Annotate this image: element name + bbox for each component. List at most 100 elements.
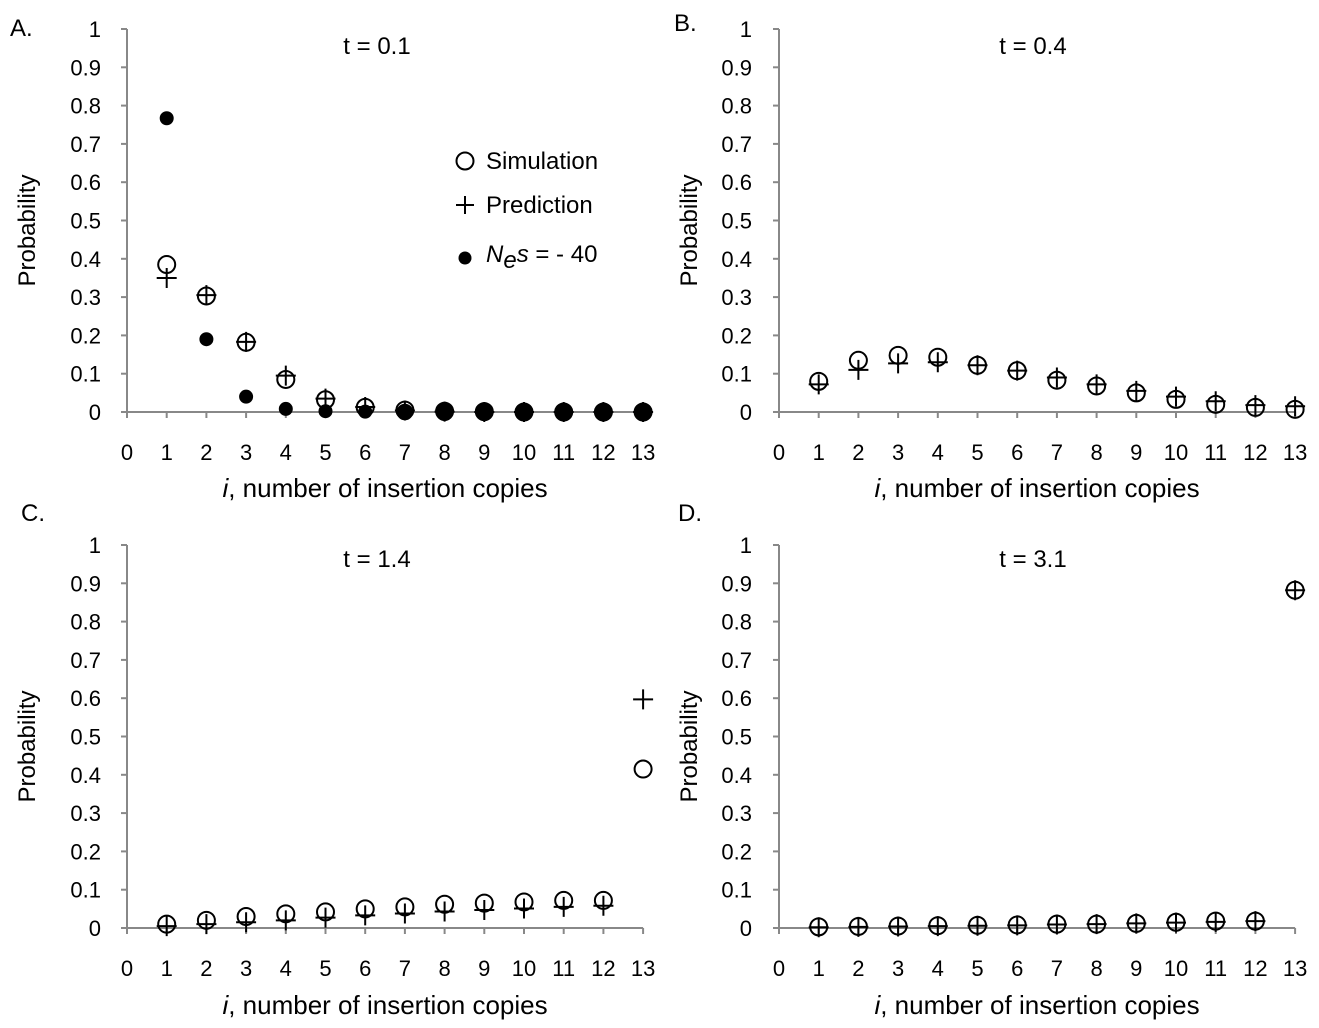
panel-label: A.	[10, 15, 33, 42]
y-tick-label: 0.2	[70, 323, 101, 348]
x-tick-label: 1	[161, 956, 173, 981]
prediction-point	[967, 915, 988, 936]
y-tick-label: 0.5	[70, 725, 101, 750]
prediction-point	[1166, 912, 1186, 933]
x-tick-label: 12	[1243, 956, 1267, 981]
prediction-point	[315, 388, 336, 409]
prediction-point	[553, 402, 574, 422]
y-tick-label: 0.9	[70, 55, 101, 80]
prediction-point	[927, 916, 948, 937]
y-tick-label: 0.7	[721, 132, 752, 157]
x-tick-label: 3	[892, 440, 904, 465]
prediction-point	[1245, 911, 1266, 932]
legend-simulation-label: Simulation	[486, 148, 598, 175]
legend: Simulation Prediction Nes = - 40	[455, 148, 598, 274]
prediction-point	[394, 903, 415, 924]
x-axis-label: i, number of insertion copies	[874, 990, 1199, 1020]
x-tick-label: 4	[280, 440, 292, 465]
series-plus	[808, 352, 1306, 417]
y-tick-label: 0	[89, 400, 101, 425]
prediction-point	[514, 898, 534, 919]
x-tick-label: 11	[1204, 956, 1227, 981]
series-plus	[808, 580, 1306, 938]
y-tick-label: 0	[89, 916, 101, 941]
y-tick-label: 0.2	[721, 323, 752, 348]
x-tick-label: 12	[1243, 440, 1267, 465]
y-tick-label: 0.7	[70, 648, 101, 673]
chart-panel-c: C.t = 1.400.10.20.30.40.50.60.70.80.910 1…	[14, 500, 655, 1020]
x-tick-label: 13	[631, 956, 655, 981]
legend-prediction-label: Prediction	[486, 192, 593, 219]
x-axis-label-rest: , number of insertion copies	[228, 990, 547, 1020]
selection-point	[239, 389, 254, 404]
x-tick-label: 6	[1011, 956, 1023, 981]
prediction-point	[633, 402, 654, 422]
y-tick-label: 0.4	[70, 763, 101, 788]
legend-selection-label: Nes = - 40	[486, 241, 597, 274]
x-tick-label: 7	[399, 440, 411, 465]
selection-point	[159, 111, 174, 126]
y-tick-label: 0.5	[721, 209, 752, 234]
x-axis-label: i, number of insertion copies	[222, 990, 547, 1020]
y-tick-label: 1	[740, 17, 752, 42]
legend-selection-icon	[458, 251, 472, 265]
x-tick-label: 7	[399, 956, 411, 981]
x-tick-label: 3	[240, 956, 252, 981]
y-tick-label: 0.8	[721, 94, 752, 119]
prediction-point	[275, 365, 296, 386]
x-tick-label: 4	[932, 440, 944, 465]
x-tick-label: 12	[591, 956, 615, 981]
series-plus	[156, 689, 654, 937]
prediction-point	[848, 916, 869, 937]
y-tick-label: 0.2	[721, 839, 752, 864]
x-tick-label: 9	[478, 956, 490, 981]
y-tick-label: 0.4	[721, 247, 752, 272]
x-tick-label: 9	[1130, 440, 1142, 465]
y-tick-label: 0.9	[70, 571, 101, 596]
prediction-point	[593, 895, 614, 916]
y-tick-label: 0.3	[721, 285, 752, 310]
prediction-point	[275, 910, 296, 931]
prediction-point	[888, 353, 909, 374]
legend-selection-part: s	[517, 241, 529, 268]
x-tick-label: 13	[1283, 440, 1307, 465]
prediction-point	[927, 352, 948, 373]
prediction-point	[1086, 914, 1107, 935]
prediction-point	[1126, 913, 1147, 934]
x-tick-label: 8	[1090, 956, 1102, 981]
y-tick-label: 1	[740, 533, 752, 558]
y-tick-label: 0.7	[70, 132, 101, 157]
prediction-point	[1285, 580, 1306, 601]
prediction-point	[633, 689, 654, 710]
x-tick-label: 4	[280, 956, 292, 981]
prediction-point	[156, 916, 177, 937]
x-tick-label: 10	[1164, 956, 1188, 981]
prediction-point	[355, 905, 376, 926]
chart-panel-a: A.t = 0.100.10.20.30.40.50.60.70.80.910 1…	[10, 15, 655, 503]
x-tick-label: 2	[852, 440, 864, 465]
prediction-point	[1245, 395, 1266, 416]
x-tick-label: 1	[813, 956, 825, 981]
prediction-point	[236, 331, 257, 352]
prediction-point	[967, 355, 988, 376]
y-tick-label: 0	[740, 916, 752, 941]
y-axis-label: Probability	[14, 174, 41, 286]
prediction-point	[1285, 396, 1306, 417]
legend-selection-part: e	[503, 247, 516, 274]
prediction-point	[1086, 374, 1107, 395]
prediction-point	[1046, 914, 1067, 935]
x-axis-label-italic: i	[874, 990, 881, 1020]
x-tick-label: 0	[773, 956, 785, 981]
y-tick-label: 0.1	[70, 878, 101, 903]
x-tick-label: 2	[200, 956, 212, 981]
y-tick-label: 0.6	[721, 686, 752, 711]
x-tick-label: 0	[773, 440, 785, 465]
y-tick-label: 1	[89, 533, 101, 558]
x-axis-label: i, number of insertion copies	[874, 473, 1199, 503]
prediction-point	[888, 916, 909, 937]
x-tick-label: 2	[200, 440, 212, 465]
x-tick-label: 0	[121, 440, 133, 465]
simulation-point	[633, 759, 653, 779]
x-tick-label: 0	[121, 956, 133, 981]
y-tick-label: 0.7	[721, 648, 752, 673]
